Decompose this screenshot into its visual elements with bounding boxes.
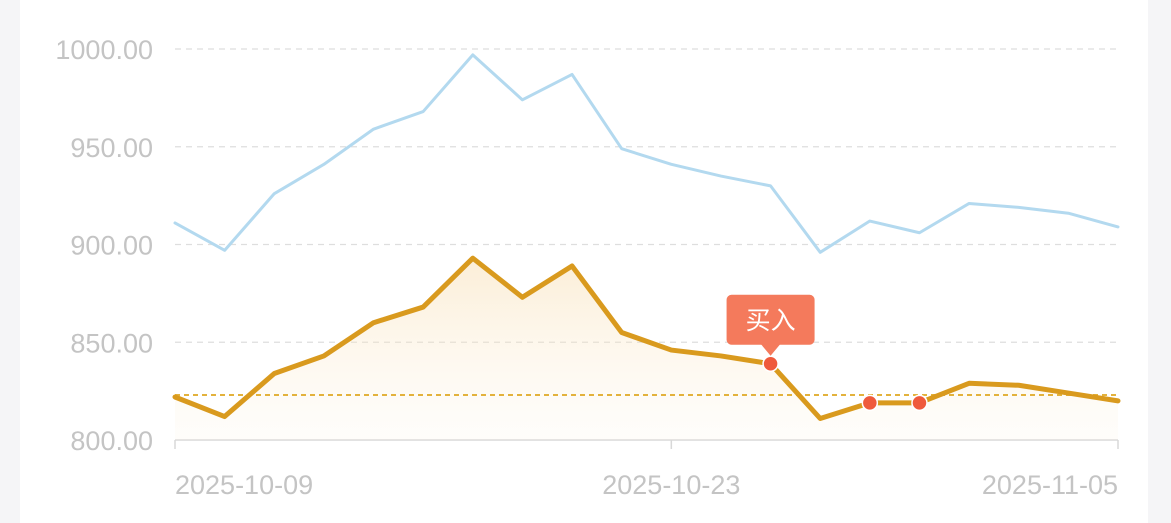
grid-lines <box>175 48 1118 343</box>
area-fill <box>175 258 1118 440</box>
y-tick-label: 950.00 <box>70 133 153 163</box>
buy-badge-pointer <box>760 343 781 356</box>
series-line-0 <box>173 53 1120 254</box>
series-area-1 <box>175 258 1118 440</box>
y-axis: 1000.00 950.00 900.00 850.00 800.00 <box>55 35 153 456</box>
markers <box>762 355 928 412</box>
trade-marker-point <box>861 394 879 412</box>
series-line-1 <box>172 255 1121 421</box>
buy-badge-label: 买入 <box>746 306 796 335</box>
annotations: 买入 <box>726 294 815 356</box>
x-tick-label: 2025-10-23 <box>602 470 740 500</box>
series-lines <box>172 53 1121 421</box>
trade-marker-point <box>911 394 928 412</box>
buy-badge-bg <box>726 294 815 345</box>
chart-card: 1000.00 950.00 900.00 850.00 800.00 2025-10-… <box>20 0 1148 523</box>
x-axis: 2025-10-09 2025-10-23 2025-11-05 <box>174 439 1119 500</box>
y-tick-label: 900.00 <box>70 231 153 261</box>
trade-marker-point <box>762 355 779 373</box>
buy-annotation: 买入 <box>726 294 815 356</box>
x-tick-label: 2025-10-09 <box>175 470 313 500</box>
y-tick-label: 800.00 <box>70 426 153 456</box>
y-tick-label: 850.00 <box>70 328 153 358</box>
x-tick-label: 2025-11-05 <box>982 470 1118 500</box>
y-tick-label: 1000.00 <box>55 35 153 65</box>
price-line-chart: 1000.00 950.00 900.00 850.00 800.00 2025-10-… <box>55 35 1121 500</box>
